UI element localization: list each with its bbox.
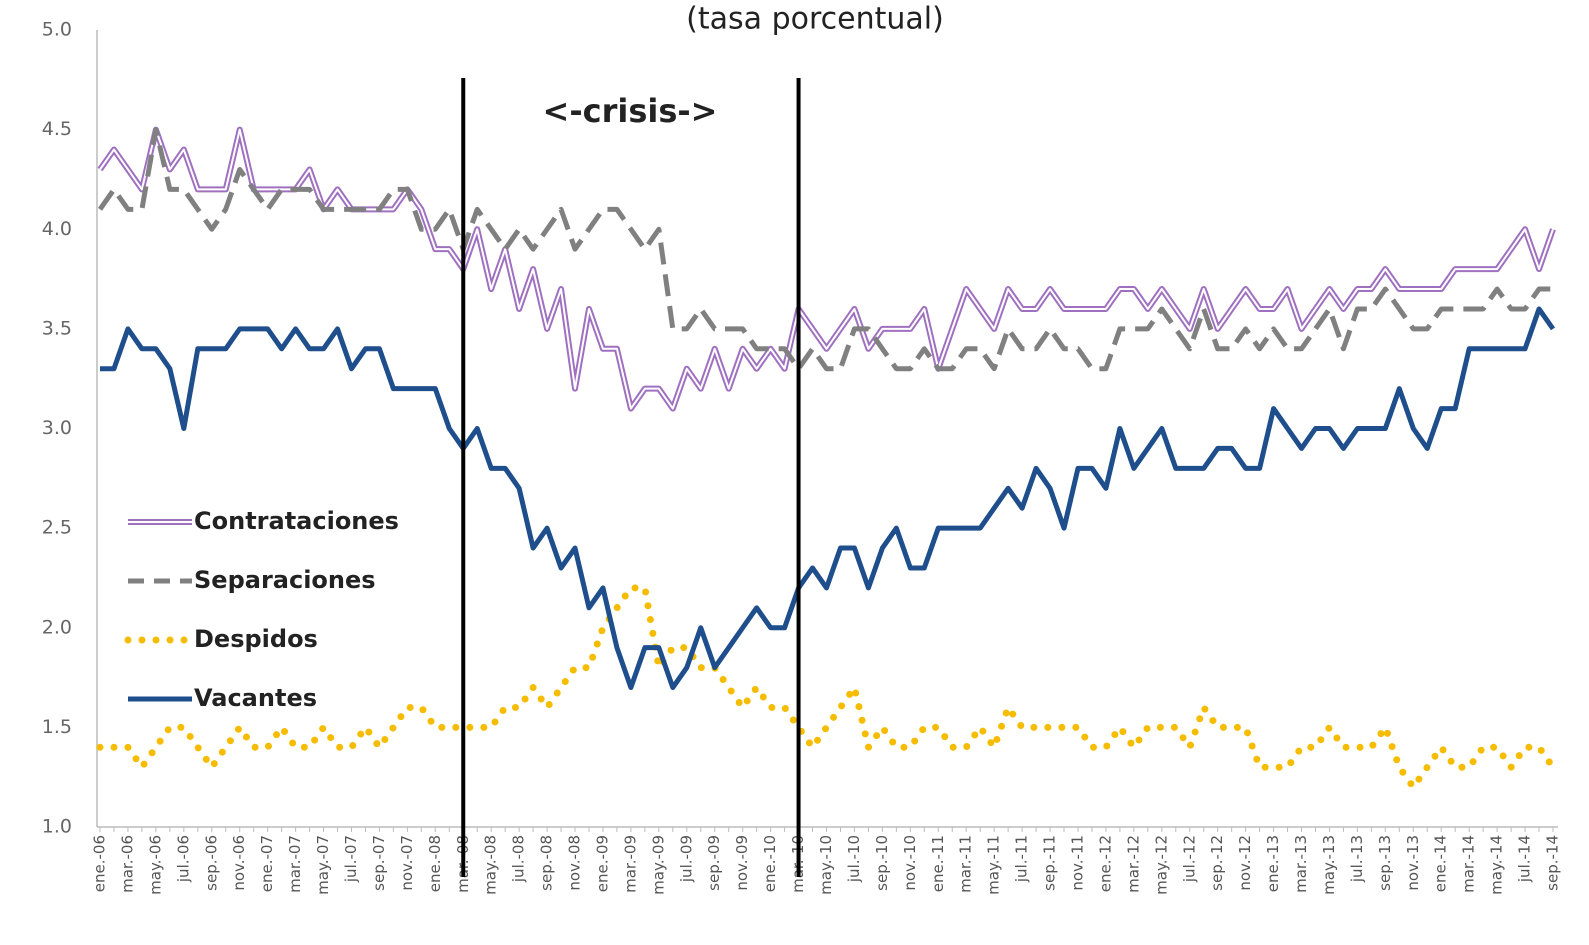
x-tick-label: nov.-13 — [1404, 835, 1422, 891]
y-tick-label: 3.0 — [42, 417, 72, 439]
x-tick-label: mar.-11 — [957, 835, 975, 893]
annotation: <-crisis-> — [543, 92, 718, 130]
x-tick-label: sep.-08 — [538, 835, 556, 891]
x-tick-label: jul.-10 — [845, 835, 863, 883]
x-tick-label: may.-08 — [482, 835, 500, 895]
legend-label: Vacantes — [194, 684, 317, 712]
x-tick-label: ene.-07 — [258, 835, 276, 892]
x-tick-label: nov.-07 — [398, 835, 416, 891]
x-tick-label: sep.-12 — [1208, 835, 1226, 891]
x-tick-label: jul.-14 — [1516, 835, 1534, 883]
series-line — [97, 127, 1553, 372]
x-tick-label: jul.-07 — [342, 835, 360, 883]
x-tick-label: mar.-13 — [1292, 835, 1310, 893]
x-tick-label: ene.-11 — [929, 835, 947, 892]
x-tick-label: ene.-09 — [593, 835, 611, 892]
x-tick-label: ene.-10 — [761, 835, 779, 892]
x-tick-label: nov.-10 — [901, 835, 919, 891]
x-tick-label: jul.-13 — [1348, 835, 1366, 883]
x-tick-label: jul.-06 — [174, 835, 192, 883]
y-tick-label: 5.0 — [42, 19, 72, 41]
x-tick-label: nov.-11 — [1068, 835, 1086, 891]
x-tick-label: mar.-06 — [118, 835, 136, 893]
y-tick-label: 1.5 — [42, 716, 72, 738]
x-tick-label: sep.-13 — [1376, 835, 1394, 891]
x-tick-label: jul.-08 — [510, 835, 528, 883]
x-tick-label: may.-06 — [146, 835, 164, 895]
chart-title: (tasa porcentual) — [686, 2, 944, 37]
x-tick-label: ene.-13 — [1264, 835, 1282, 892]
series-line — [100, 306, 1556, 691]
x-tick-label: sep.-09 — [705, 835, 723, 891]
x-tick-label: may.-14 — [1488, 835, 1506, 895]
x-tick-label: may.-12 — [1152, 835, 1170, 895]
x-tick-label: sep.-11 — [1041, 835, 1059, 891]
x-tick-label: nov.-06 — [230, 835, 248, 891]
x-tick-label: sep.-14 — [1544, 835, 1562, 891]
series-line — [96, 584, 1557, 791]
x-tick-label: mar.-07 — [286, 835, 304, 893]
x-tick-label: mar.-14 — [1460, 835, 1478, 893]
x-tick-label: ene.-12 — [1096, 835, 1114, 892]
x-tick-label: jul.-11 — [1013, 835, 1031, 883]
y-tick-label: 3.5 — [42, 317, 72, 339]
x-tick-label: ene.-06 — [91, 835, 109, 892]
x-tick-label: sep.-10 — [873, 835, 891, 891]
series-line — [99, 128, 1554, 410]
legend-label: Despidos — [194, 625, 318, 653]
x-tick-label: ene.-08 — [426, 835, 444, 892]
x-tick-label: may.-11 — [985, 835, 1003, 895]
x-tick-label: ene.-14 — [1432, 835, 1450, 892]
x-tick-label: may.-07 — [314, 835, 332, 895]
x-tick-label: nov.-12 — [1236, 835, 1254, 891]
legend-label: Contrataciones — [194, 507, 399, 535]
y-tick-label: 2.5 — [42, 517, 72, 539]
x-tick-label: jul.-09 — [677, 835, 695, 883]
x-tick-label: mar.-09 — [621, 835, 639, 893]
y-tick-label: 2.0 — [42, 616, 72, 638]
y-tick-label: 1.0 — [42, 816, 72, 838]
legend-label: Separaciones — [194, 566, 376, 594]
y-tick-label: 4.5 — [42, 118, 72, 140]
x-tick-label: sep.-06 — [202, 835, 220, 891]
x-tick-label: sep.-07 — [370, 835, 388, 891]
y-tick-label: 4.0 — [42, 218, 72, 240]
x-tick-label: nov.-09 — [733, 835, 751, 891]
x-tick-label: may.-09 — [649, 835, 667, 895]
x-tick-label: may.-13 — [1320, 835, 1338, 895]
x-tick-label: jul.-12 — [1180, 835, 1198, 883]
x-tick-label: may.-10 — [817, 835, 835, 895]
x-tick-label: nov.-08 — [566, 835, 584, 891]
x-tick-label: mar.-12 — [1124, 835, 1142, 893]
